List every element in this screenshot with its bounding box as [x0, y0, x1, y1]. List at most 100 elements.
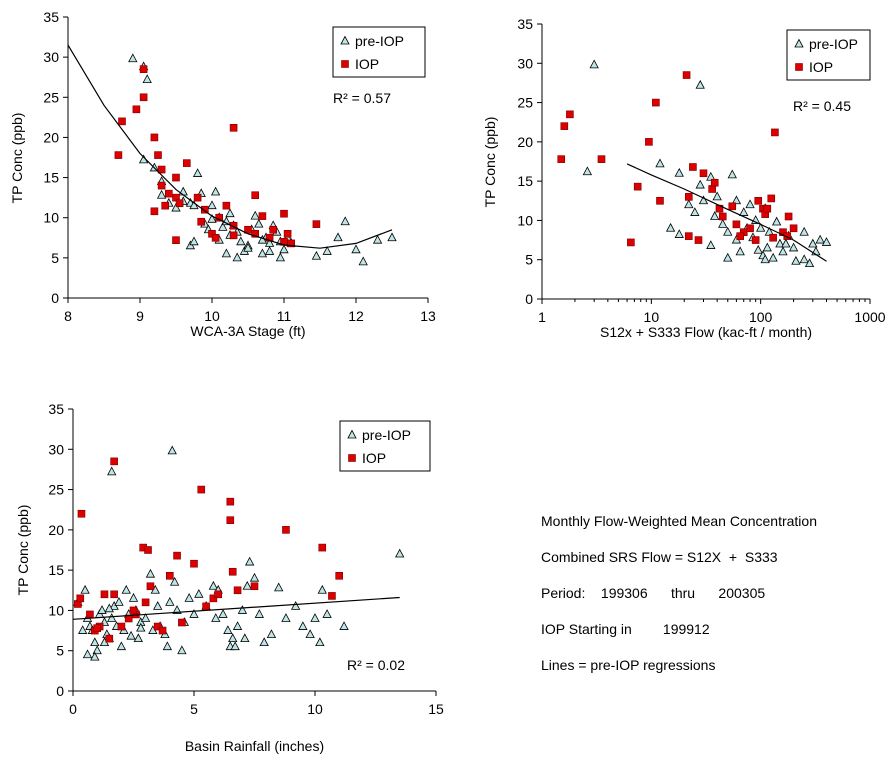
legend-marker-iop	[348, 454, 356, 462]
y-tick-label: 25	[43, 89, 59, 105]
pre-iop-point	[254, 609, 265, 618]
pre-iop-point	[674, 229, 684, 238]
iop-point	[175, 199, 184, 208]
pre-iop-point	[764, 226, 774, 236]
note-flow: Combined SRS Flow = S12X + S333	[541, 549, 778, 565]
pre-iop-point	[126, 630, 136, 640]
pre-iop-point	[92, 645, 102, 655]
x-tick-label: 13	[420, 308, 436, 324]
iop-point	[328, 592, 336, 600]
y-tick-label: 15	[43, 170, 59, 186]
iop-point	[283, 229, 292, 238]
iop-point	[282, 526, 290, 534]
pre-iop-point	[808, 238, 818, 248]
iop-point	[736, 232, 745, 240]
pre-iop-point	[739, 207, 749, 216]
iop-point	[652, 98, 660, 107]
r-squared-label: R² = 0.02	[347, 657, 405, 673]
iop-point	[228, 567, 237, 576]
pre-iop-point	[114, 597, 124, 606]
pre-iop-point	[207, 200, 217, 210]
pre-iop-point	[128, 592, 139, 602]
trendline	[626, 163, 827, 262]
pre-iop-point	[167, 445, 177, 455]
trendline	[72, 596, 400, 620]
pre-iop-point	[145, 568, 156, 578]
iop-point	[211, 233, 220, 242]
pre-iop-point	[322, 246, 332, 255]
legend-label: pre-IOP	[809, 36, 858, 52]
iop-point	[312, 220, 321, 228]
iop-point	[153, 622, 162, 631]
pre-iop-point	[589, 59, 599, 69]
iop-point	[105, 634, 114, 643]
pre-iop-point	[305, 629, 315, 638]
iop-point	[172, 173, 180, 182]
note-iop-start: IOP Starting in 199912	[541, 621, 710, 637]
pre-iop-point	[172, 605, 182, 614]
pre-iop-point	[791, 255, 801, 265]
pre-iop-point	[275, 252, 286, 262]
pre-iop-point	[290, 601, 301, 610]
pre-iop-point	[684, 199, 694, 209]
iop-point	[157, 181, 166, 190]
x-tick-label: 8	[64, 308, 72, 324]
y-tick-label: 20	[517, 134, 533, 150]
y-tick-label: 0	[525, 291, 533, 307]
pre-iop-point	[311, 250, 322, 260]
pre-iop-point	[90, 651, 100, 661]
y-tick-label: 15	[48, 562, 64, 578]
pre-iop-point	[279, 244, 289, 254]
pre-iop-point	[242, 580, 252, 590]
pre-iop-point	[698, 195, 709, 205]
iop-point	[150, 133, 159, 142]
iop-point	[769, 233, 777, 242]
x-tick-label: 100	[749, 309, 773, 325]
pre-iop-point	[582, 166, 593, 176]
pre-iop-point	[259, 637, 269, 647]
x-tick-label: 0	[69, 701, 77, 717]
pre-iop-point	[264, 246, 275, 255]
legend-marker-iop	[341, 60, 349, 68]
iop-point	[157, 165, 166, 174]
iop-point	[682, 71, 691, 79]
pre-iop-point	[104, 603, 114, 613]
y-tick-label: 5	[56, 643, 64, 659]
iop-point	[197, 217, 205, 226]
x-tick-label: 10	[307, 701, 323, 717]
y-tick-label: 20	[43, 129, 59, 145]
iop-point	[710, 178, 719, 187]
iop-point	[77, 509, 86, 518]
iop-point	[229, 123, 238, 132]
iop-point	[233, 586, 242, 595]
pre-iop-point	[169, 576, 180, 586]
pre-iop-point	[778, 246, 788, 256]
pre-iop-point	[207, 213, 217, 223]
iop-point	[76, 594, 85, 603]
pre-iop-point	[177, 645, 187, 655]
pre-iop-point	[211, 613, 221, 622]
iop-point	[694, 236, 703, 244]
iop-point	[754, 196, 763, 205]
chart-flow: 0 5 10 15 20 25 30 35 1 10 100 1000 S12x + S333 Flow…	[482, 16, 886, 340]
y-axis-label: TP Conc (ppb)	[15, 505, 31, 596]
pre-iop-point	[97, 605, 107, 614]
iop-point	[689, 163, 697, 171]
pre-iop-point	[804, 258, 815, 268]
pre-iop-point	[760, 254, 770, 264]
pre-iop-point	[225, 208, 235, 218]
iop-point	[251, 229, 259, 238]
iop-point	[783, 232, 792, 240]
pre-iop-point	[340, 216, 350, 226]
pre-iop-point	[731, 195, 742, 205]
iop-point	[728, 202, 737, 211]
pre-iop-point	[695, 79, 705, 89]
iop-point	[114, 151, 123, 159]
pre-iop-point	[218, 221, 228, 231]
iop-point	[144, 546, 152, 554]
iop-point	[129, 606, 138, 615]
pre-iop-point	[243, 242, 253, 252]
iop-point	[597, 155, 606, 163]
pre-iop-point	[192, 168, 203, 177]
